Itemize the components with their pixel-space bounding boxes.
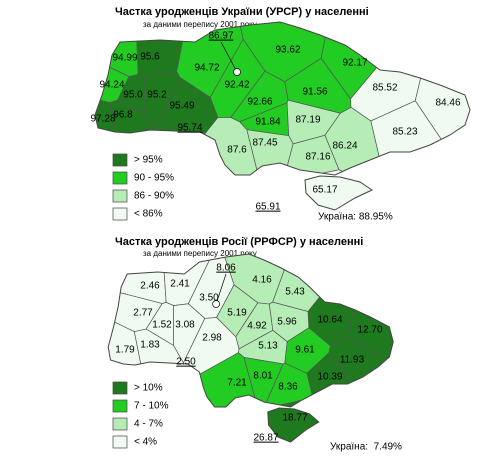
region-label: 85.52	[372, 83, 397, 94]
region-label: 1.52	[152, 320, 172, 331]
region-label: 65.17	[312, 185, 337, 196]
region-label: 85.23	[392, 127, 417, 138]
city-label: 8.06	[216, 263, 236, 274]
map-title: Частка уродженців України (УРСР) у насел…	[115, 6, 369, 18]
total-label: Україна: 88.95%	[318, 212, 393, 223]
region-label: 84.46	[435, 98, 460, 109]
region-label: 5.13	[258, 341, 278, 352]
region-label: 94.99	[112, 53, 137, 64]
region-label: 95.6	[140, 52, 160, 63]
legend-swatch	[112, 153, 128, 167]
region-label: 3.08	[175, 320, 195, 331]
region-label: 95.49	[169, 101, 194, 112]
region-label: 86.24	[332, 141, 357, 152]
region-label: 8.01	[253, 371, 273, 382]
legend-swatch	[112, 435, 128, 449]
region-label: 2.41	[170, 279, 190, 290]
map-panel: Частка уродженців України (УРСР) у насел…	[90, 6, 471, 223]
legend-label: 4 - 7%	[134, 419, 163, 430]
map-panel: Частка уродженців Росії (РРФСР) у населе…	[107, 236, 402, 453]
region-label: 10.39	[317, 372, 342, 383]
region-label: 2.98	[202, 333, 222, 344]
legend-label: 86 - 90%	[134, 191, 174, 202]
region-label: 1.79	[115, 345, 135, 356]
legend-swatch	[112, 417, 128, 431]
region	[272, 254, 359, 312]
region-label: 12.70	[357, 325, 382, 336]
region-label: 92.42	[224, 80, 249, 91]
region-label: 94.24	[99, 80, 124, 91]
legend-label: 7 - 10%	[134, 401, 169, 412]
legend-label: < 4%	[134, 437, 157, 448]
region-label: 2.46	[140, 281, 160, 292]
region-label: 87.19	[295, 115, 320, 126]
capital-dot	[212, 300, 220, 308]
region-label: 5.43	[285, 287, 305, 298]
legend-swatch	[112, 399, 128, 413]
city-label: 95.74	[177, 123, 202, 134]
region-label: 87.6	[227, 145, 247, 156]
region-label: 91.56	[302, 87, 327, 98]
region-label: 7.21	[227, 378, 247, 389]
map-subtitle: за даними перепису 2001 року	[143, 20, 257, 29]
region-label: 4.16	[252, 275, 272, 286]
map-subtitle: за даними перепису 2001 року	[143, 249, 257, 258]
country-outline	[94, 21, 471, 176]
region-label: 94.72	[194, 63, 219, 74]
region-label: 97.28	[90, 114, 115, 125]
region-label: 95.2	[147, 90, 167, 101]
region-label: 11.93	[340, 355, 365, 366]
legend-swatch	[112, 207, 128, 221]
region-label: 18.77	[282, 413, 307, 424]
legend-swatch	[112, 171, 128, 185]
region-label: 87.45	[252, 138, 277, 149]
region-label: 1.83	[140, 340, 160, 351]
map-title: Частка уродженців Росії (РРФСР) у населе…	[115, 236, 363, 248]
city-label: 2.50	[176, 357, 196, 368]
region-label: 91.84	[255, 117, 280, 128]
legend-label: > 10%	[134, 383, 163, 394]
region-label: 5.96	[277, 317, 297, 328]
capital-dot	[233, 68, 241, 76]
region-label: 92.66	[247, 97, 272, 108]
legend-swatch	[112, 381, 128, 395]
region-label: 2.77	[133, 308, 153, 319]
region-label: 87.16	[305, 152, 330, 163]
city-label: 86.97	[208, 31, 233, 42]
city-label: 65.91	[255, 202, 280, 213]
region-label: 9.61	[295, 345, 315, 356]
city-label: 26.87	[253, 433, 278, 444]
legend-label: < 86%	[134, 209, 163, 220]
legend-swatch	[112, 189, 128, 203]
region	[95, 22, 139, 77]
leader-line	[215, 273, 227, 305]
country-outline	[107, 253, 394, 408]
region-label: 95.0	[123, 90, 143, 101]
country-outline	[267, 407, 320, 443]
region-label: 3.50	[199, 293, 219, 304]
leader-line	[220, 41, 238, 73]
region-label: 93.62	[275, 45, 300, 56]
country-outline	[304, 175, 374, 211]
region-label: 5.19	[227, 308, 247, 319]
total-label: Україна: 7.49%	[330, 442, 402, 453]
region-label: 8.36	[278, 382, 298, 393]
legend-label: 90 - 95%	[134, 173, 174, 184]
legend-label: > 95%	[134, 155, 163, 166]
region-label: 96.8	[113, 110, 133, 121]
region-label: 92.17	[342, 58, 367, 69]
region-label: 10.64	[317, 315, 342, 326]
region-label: 4.92	[247, 321, 267, 332]
